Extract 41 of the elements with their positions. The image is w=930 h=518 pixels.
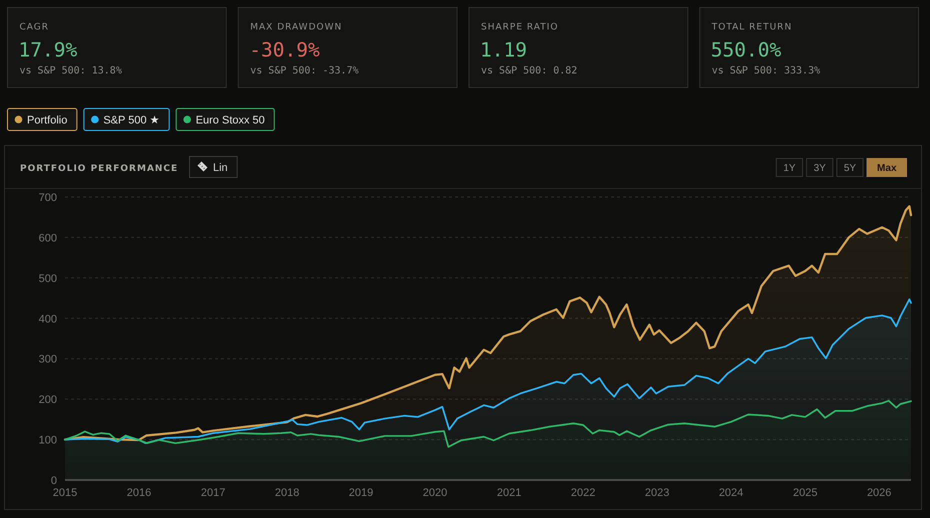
legend-label: Portfolio xyxy=(27,114,68,126)
y-tick-label: 0 xyxy=(50,475,57,487)
y-tick-label: 100 xyxy=(38,434,57,447)
y-tick-label: 700 xyxy=(38,192,57,204)
text: Lin xyxy=(213,162,228,174)
text: vs S&P 500: 13.8% xyxy=(20,66,122,76)
x-tick-label: 2017 xyxy=(200,487,226,499)
chart-title: PORTFOLIO PERFORMANCE xyxy=(20,164,178,174)
x-tick-label: 2020 xyxy=(422,487,448,499)
text: 1Y xyxy=(783,163,796,174)
text: MAX DRAWDOWN xyxy=(250,22,342,32)
text: vs S&P 500: -33.7% xyxy=(250,66,359,76)
y-tick-label: 600 xyxy=(38,232,57,244)
text: -30.9% xyxy=(249,38,320,62)
x-tick-label: 2018 xyxy=(274,487,300,499)
x-tick-label: 2022 xyxy=(570,487,596,499)
y-tick-label: 500 xyxy=(38,272,57,285)
text: 5Y xyxy=(844,163,856,174)
y-tick-label: 300 xyxy=(38,354,57,366)
x-tick-label: 2026 xyxy=(866,487,892,499)
x-tick-label: 2023 xyxy=(644,487,670,499)
y-tick-label: 400 xyxy=(38,313,57,326)
text: 17.9% xyxy=(18,38,78,62)
x-tick-label: 2025 xyxy=(792,487,818,499)
text: TOTAL RETURN xyxy=(710,22,792,32)
text: Max xyxy=(877,163,897,174)
text: 550.0% xyxy=(710,38,782,62)
text: CAGR xyxy=(20,22,50,32)
text: 1.19 xyxy=(480,38,527,62)
text: vs S&P 500: 333.3% xyxy=(712,66,820,76)
x-tick-label: 2016 xyxy=(126,487,152,499)
y-tick-label: 200 xyxy=(38,394,57,406)
text: SHARPE RATIO xyxy=(481,22,558,32)
x-tick-label: 2015 xyxy=(52,487,78,499)
x-tick-label: 2019 xyxy=(348,487,374,499)
text: 3Y xyxy=(814,163,826,174)
legend-label: S&P 500 ★ xyxy=(103,114,160,126)
text: vs S&P 500: 0.82 xyxy=(481,66,578,76)
x-tick-label: 2024 xyxy=(718,487,744,499)
legend-label: Euro Stoxx 50 xyxy=(196,114,265,126)
x-tick-label: 2021 xyxy=(496,487,522,499)
